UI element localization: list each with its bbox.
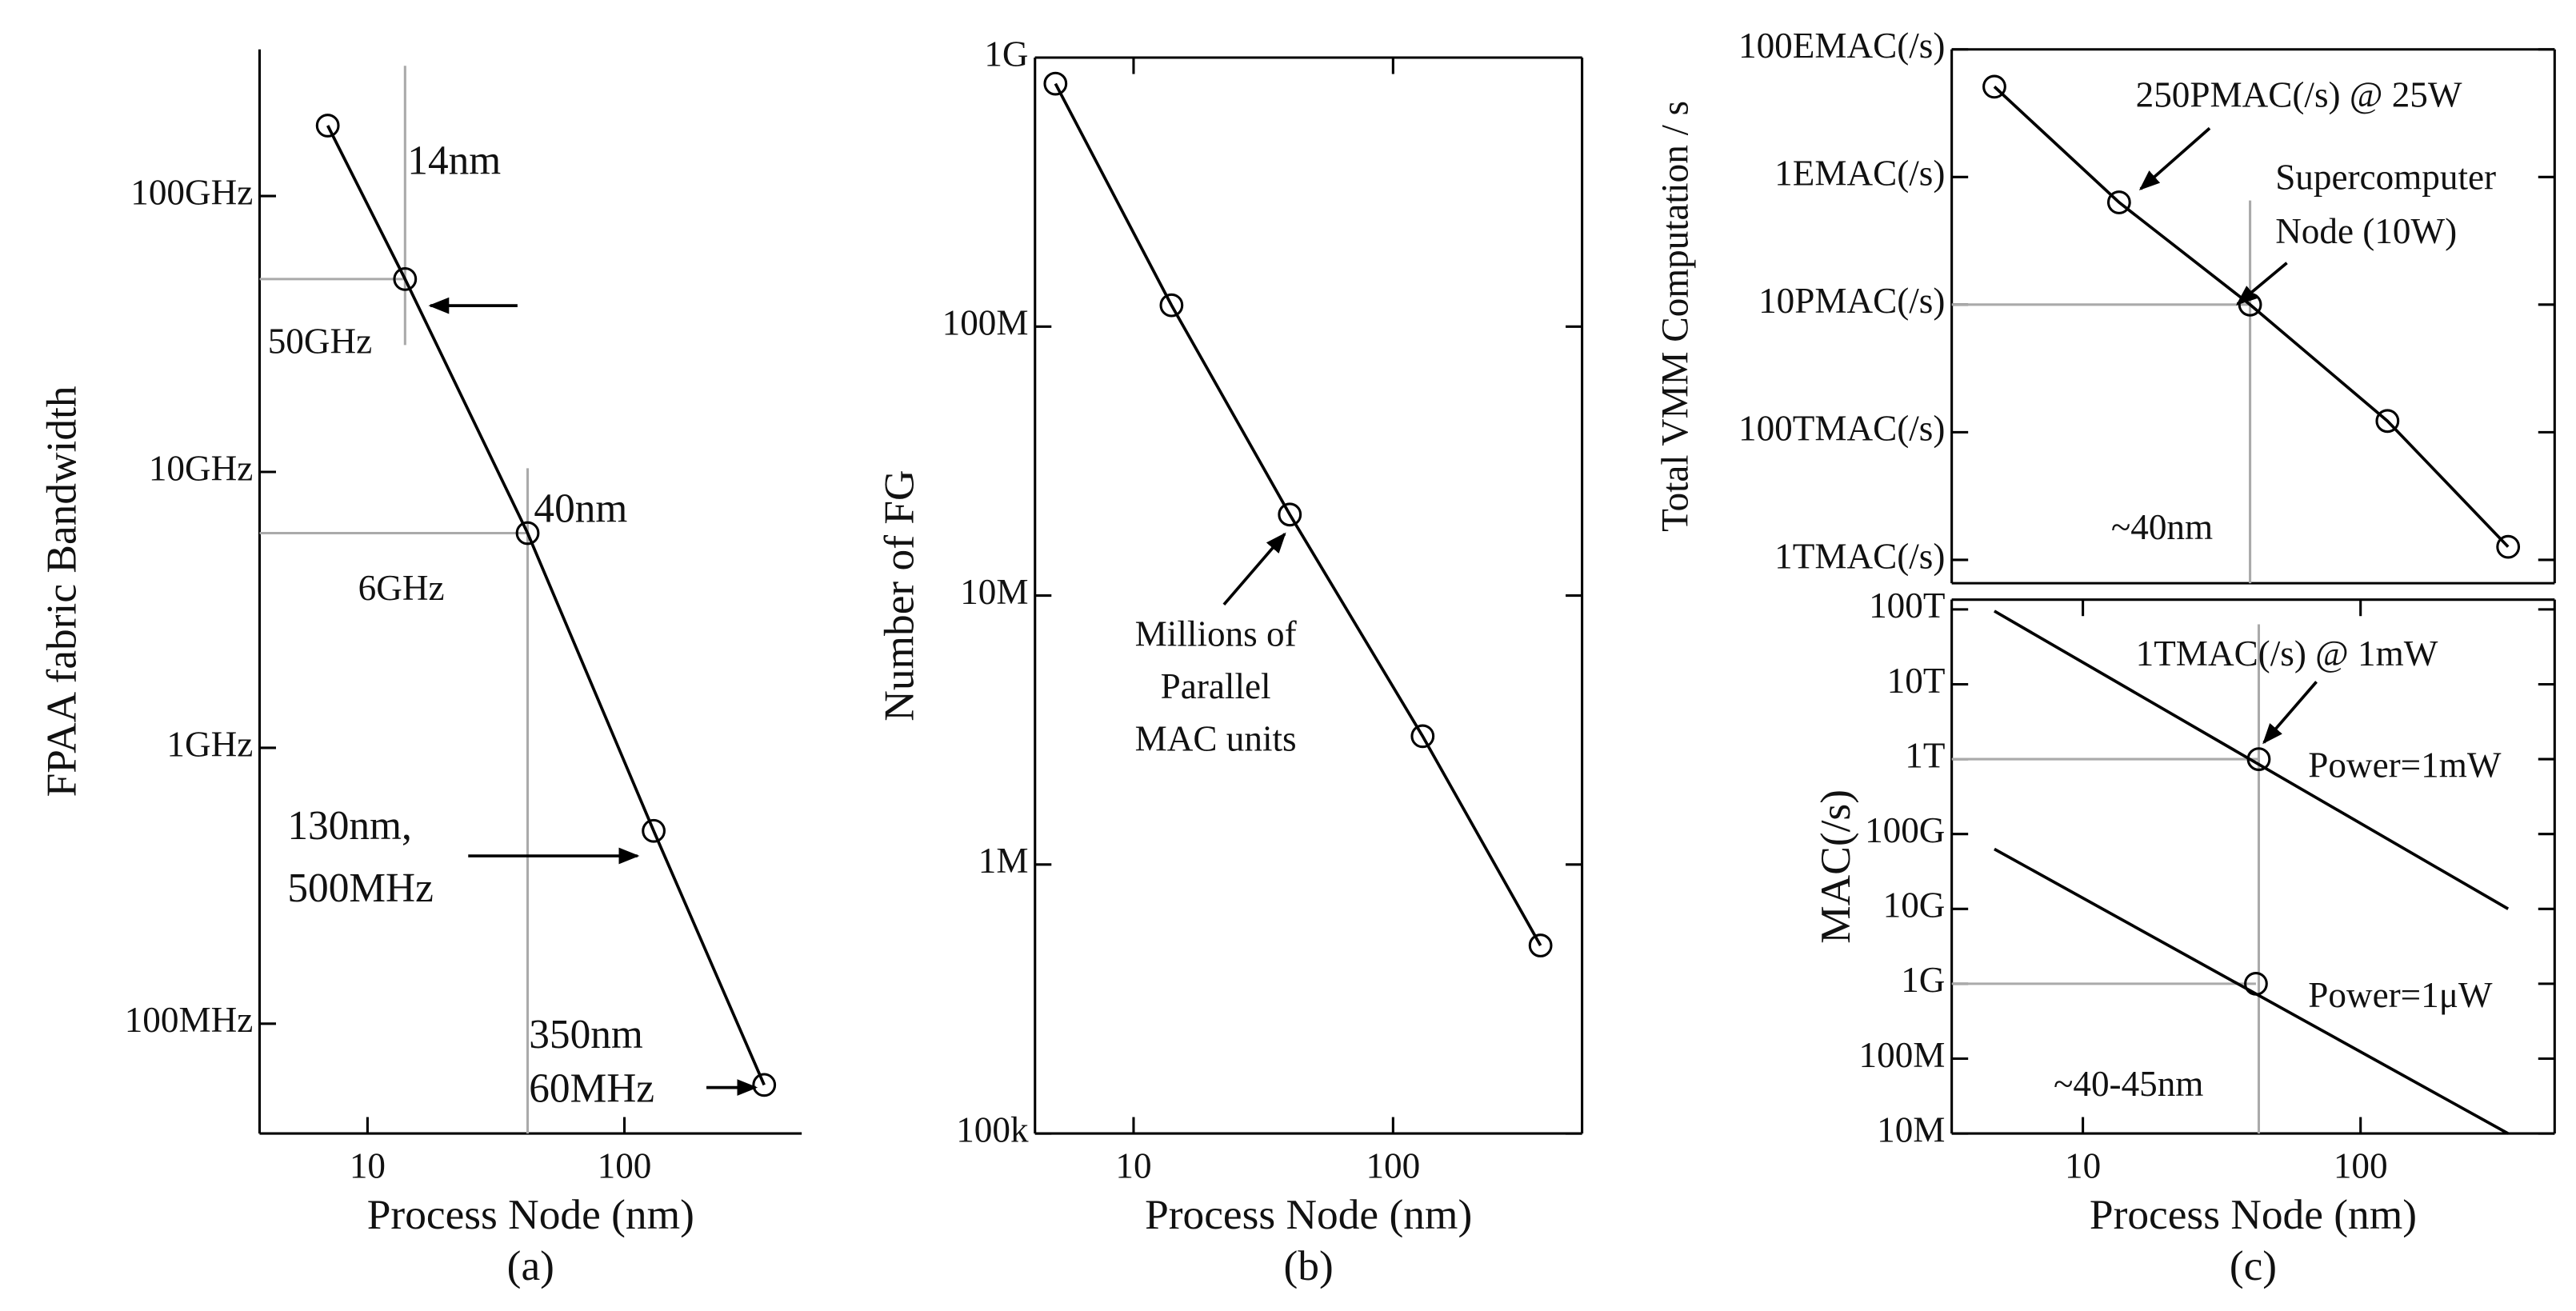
annotation: 6GHz bbox=[358, 568, 445, 608]
series-line bbox=[326, 125, 766, 1086]
annotation: Node (10W) bbox=[2275, 211, 2457, 251]
x-tick-label: 10 bbox=[1115, 1146, 1151, 1186]
data-point bbox=[2375, 409, 2400, 434]
series-line bbox=[1994, 610, 2510, 910]
data-point bbox=[2244, 971, 2268, 996]
y-tick-label: 10GHz bbox=[149, 448, 253, 488]
data-point bbox=[1043, 71, 1068, 96]
data-point bbox=[1278, 502, 1302, 527]
annotation: MAC units bbox=[1135, 719, 1297, 759]
y-tick-label: 1T bbox=[1905, 735, 1945, 775]
data-point bbox=[1159, 293, 1184, 318]
series-label: Power=1mW bbox=[2308, 745, 2502, 785]
annotation: 40nm bbox=[534, 486, 627, 532]
annotation: 130nm, bbox=[287, 803, 411, 849]
data-point bbox=[2106, 190, 2131, 214]
data-point bbox=[1982, 74, 2006, 99]
y-tick-label: 1G bbox=[984, 34, 1028, 74]
y-axis-label: FPAA fabric Bandwidth bbox=[37, 386, 85, 797]
y-tick-label: 1G bbox=[1901, 960, 1945, 1000]
data-point bbox=[2496, 534, 2521, 559]
series-line bbox=[1994, 847, 2510, 1135]
x-axis-label: Process Node (nm) bbox=[2090, 1190, 2417, 1238]
annotation: 60MHz bbox=[529, 1066, 654, 1112]
y-axis-label: Total VMM Computation / s bbox=[1655, 101, 1697, 532]
data-point bbox=[393, 266, 418, 291]
annotation: Parallel bbox=[1161, 666, 1271, 706]
x-tick-label: 10 bbox=[2065, 1146, 2101, 1186]
annotation: ~40nm bbox=[2111, 507, 2213, 547]
data-point bbox=[1410, 724, 1435, 749]
y-tick-label: 100GHz bbox=[130, 172, 253, 212]
y-tick-label: 100M bbox=[1859, 1035, 1946, 1075]
y-tick-label: 1EMAC(/s) bbox=[1774, 154, 1945, 194]
annotation: 14nm bbox=[407, 138, 501, 183]
y-tick-label: 10M bbox=[960, 572, 1028, 612]
y-tick-label: 10T bbox=[1887, 661, 1946, 701]
x-tick-label: 100 bbox=[1366, 1146, 1420, 1186]
y-tick-label: 100G bbox=[1865, 810, 1945, 850]
annotation: Millions of bbox=[1135, 614, 1298, 654]
y-tick-label: 100TMAC(/s) bbox=[1738, 409, 1945, 449]
annotation: Supercomputer bbox=[2275, 157, 2496, 197]
y-tick-label: 100EMAC(/s) bbox=[1738, 26, 1945, 66]
x-tick-label: 100 bbox=[598, 1146, 652, 1186]
y-axis-label: MAC(/s) bbox=[1811, 789, 1859, 944]
y-tick-label: 10G bbox=[1883, 885, 1946, 925]
data-point bbox=[642, 818, 666, 843]
y-tick-label: 10M bbox=[1877, 1109, 1945, 1149]
y-tick-label: 1GHz bbox=[166, 724, 253, 764]
annotation: 50GHz bbox=[268, 322, 372, 362]
y-tick-label: 10PMAC(/s) bbox=[1758, 281, 1945, 321]
arrow bbox=[1222, 532, 1286, 606]
series-label: Power=1μW bbox=[2308, 975, 2493, 1015]
y-tick-label: 1TMAC(/s) bbox=[1774, 536, 1945, 576]
data-point bbox=[1528, 933, 1553, 957]
data-point bbox=[2246, 747, 2271, 771]
y-tick-label: 100T bbox=[1869, 586, 1945, 626]
x-tick-label: 10 bbox=[350, 1146, 386, 1186]
caption: (c) bbox=[2230, 1241, 2277, 1289]
x-axis-label: Process Node (nm) bbox=[1145, 1190, 1472, 1238]
annotation: ~40-45nm bbox=[2054, 1064, 2203, 1104]
arrow bbox=[2138, 126, 2211, 190]
arrow bbox=[2235, 262, 2288, 306]
data-point bbox=[515, 521, 540, 546]
y-tick-label: 100MHz bbox=[125, 1000, 254, 1040]
y-tick-label: 100k bbox=[956, 1109, 1029, 1149]
caption: (b) bbox=[1284, 1241, 1334, 1289]
annotation: 500MHz bbox=[287, 865, 433, 911]
x-axis-label: Process Node (nm) bbox=[367, 1190, 694, 1238]
y-tick-label: 100M bbox=[942, 303, 1029, 343]
caption: (a) bbox=[507, 1241, 554, 1289]
annotation: 350nm bbox=[529, 1012, 643, 1057]
x-tick-label: 100 bbox=[2334, 1146, 2388, 1186]
series-line bbox=[1054, 82, 1542, 946]
arrow bbox=[2262, 681, 2318, 745]
data-point bbox=[315, 114, 340, 138]
y-tick-label: 1M bbox=[978, 841, 1029, 881]
y-axis-label: Number of FG bbox=[875, 470, 923, 721]
annotation: 1TMAC(/s) @ 1mW bbox=[2136, 634, 2438, 673]
annotation: 250PMAC(/s) @ 25W bbox=[2136, 75, 2462, 115]
